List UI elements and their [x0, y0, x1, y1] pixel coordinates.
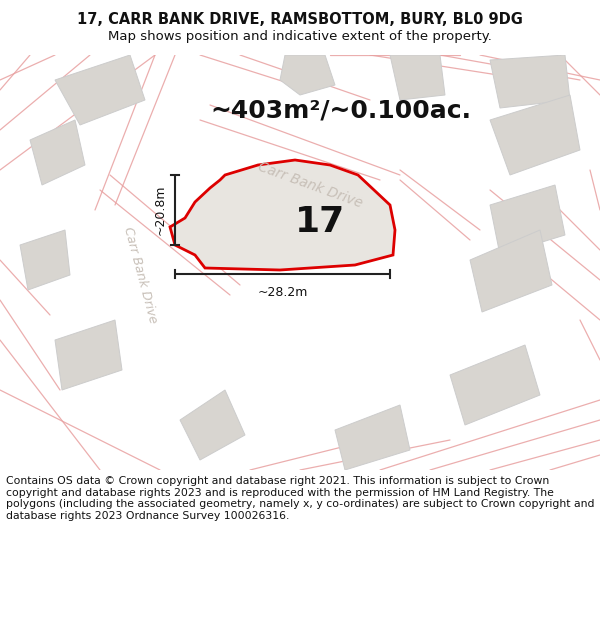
Text: ~28.2m: ~28.2m: [257, 286, 308, 299]
Polygon shape: [170, 160, 395, 270]
Polygon shape: [490, 95, 580, 175]
Text: 17: 17: [295, 205, 345, 239]
Text: Contains OS data © Crown copyright and database right 2021. This information is : Contains OS data © Crown copyright and d…: [6, 476, 595, 521]
Text: ~20.8m: ~20.8m: [154, 185, 167, 235]
Text: Carr Bank Drive: Carr Bank Drive: [121, 226, 159, 324]
Polygon shape: [450, 345, 540, 425]
Polygon shape: [280, 55, 335, 95]
Polygon shape: [390, 55, 445, 100]
Polygon shape: [255, 185, 355, 255]
Text: Carr Bank Drive: Carr Bank Drive: [256, 159, 364, 211]
Text: Map shows position and indicative extent of the property.: Map shows position and indicative extent…: [108, 30, 492, 43]
Polygon shape: [30, 120, 85, 185]
Polygon shape: [20, 230, 70, 290]
Polygon shape: [470, 230, 552, 312]
Polygon shape: [55, 320, 122, 390]
Polygon shape: [180, 390, 245, 460]
Text: 17, CARR BANK DRIVE, RAMSBOTTOM, BURY, BL0 9DG: 17, CARR BANK DRIVE, RAMSBOTTOM, BURY, B…: [77, 12, 523, 27]
Polygon shape: [490, 185, 565, 255]
Polygon shape: [490, 55, 570, 108]
Polygon shape: [335, 405, 410, 470]
Text: ~403m²/~0.100ac.: ~403m²/~0.100ac.: [210, 98, 471, 122]
Polygon shape: [55, 55, 145, 125]
